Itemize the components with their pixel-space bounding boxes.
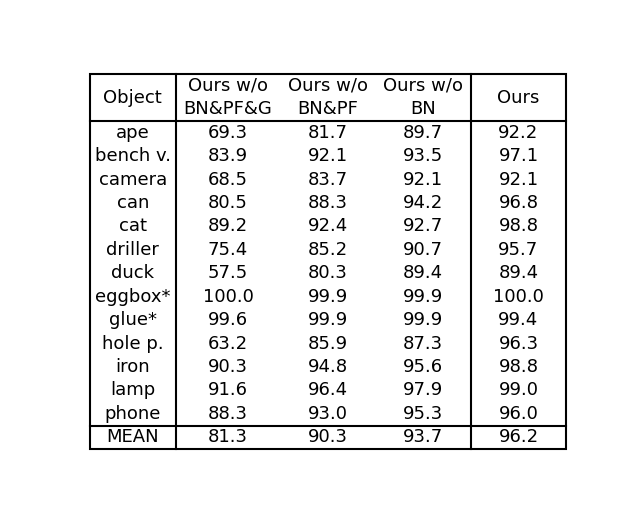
Text: Ours: Ours [497, 89, 540, 107]
Text: 80.3: 80.3 [308, 264, 348, 282]
Text: glue*: glue* [109, 311, 157, 329]
Text: iron: iron [115, 358, 150, 376]
Text: 75.4: 75.4 [208, 241, 248, 259]
Text: 90.7: 90.7 [403, 241, 444, 259]
Text: 99.6: 99.6 [208, 311, 248, 329]
Text: MEAN: MEAN [106, 428, 159, 447]
Text: 99.9: 99.9 [308, 311, 348, 329]
Text: 90.3: 90.3 [308, 428, 348, 447]
Text: 92.1: 92.1 [403, 170, 444, 189]
Text: 99.9: 99.9 [403, 287, 444, 306]
Text: 93.7: 93.7 [403, 428, 444, 447]
Text: 91.6: 91.6 [208, 381, 248, 399]
Text: Ours w/o
BN: Ours w/o BN [383, 77, 463, 118]
Text: 99.0: 99.0 [499, 381, 538, 399]
Text: 92.1: 92.1 [499, 170, 538, 189]
Text: 85.9: 85.9 [308, 335, 348, 353]
Text: 96.3: 96.3 [499, 335, 538, 353]
Text: 88.3: 88.3 [208, 405, 248, 423]
Text: 96.4: 96.4 [308, 381, 348, 399]
Text: 90.3: 90.3 [208, 358, 248, 376]
Text: 81.3: 81.3 [208, 428, 248, 447]
Text: Ours w/o
BN&PF: Ours w/o BN&PF [288, 77, 368, 118]
Text: 81.7: 81.7 [308, 124, 348, 142]
Text: camera: camera [99, 170, 167, 189]
Text: hole p.: hole p. [102, 335, 164, 353]
Text: 100.0: 100.0 [493, 287, 544, 306]
Text: phone: phone [104, 405, 161, 423]
Text: 57.5: 57.5 [208, 264, 248, 282]
Text: 92.1: 92.1 [308, 147, 348, 165]
Text: 68.5: 68.5 [208, 170, 248, 189]
Text: 95.6: 95.6 [403, 358, 444, 376]
Text: 96.0: 96.0 [499, 405, 538, 423]
Text: ape: ape [116, 124, 150, 142]
Text: 89.2: 89.2 [208, 218, 248, 236]
Text: 80.5: 80.5 [208, 194, 248, 212]
Text: duck: duck [111, 264, 154, 282]
Text: 96.8: 96.8 [499, 194, 538, 212]
Text: 92.2: 92.2 [499, 124, 539, 142]
Text: 89.7: 89.7 [403, 124, 444, 142]
Text: 92.4: 92.4 [308, 218, 348, 236]
Text: bench v.: bench v. [95, 147, 171, 165]
Text: 93.5: 93.5 [403, 147, 444, 165]
Text: driller: driller [106, 241, 159, 259]
Text: cat: cat [119, 218, 147, 236]
Text: 99.9: 99.9 [308, 287, 348, 306]
Text: lamp: lamp [110, 381, 156, 399]
Text: 83.7: 83.7 [308, 170, 348, 189]
Text: Object: Object [104, 89, 162, 107]
Text: 97.9: 97.9 [403, 381, 444, 399]
Text: can: can [116, 194, 149, 212]
Text: 85.2: 85.2 [308, 241, 348, 259]
Text: 87.3: 87.3 [403, 335, 444, 353]
Text: 95.3: 95.3 [403, 405, 444, 423]
Text: Ours w/o
BN&PF&G: Ours w/o BN&PF&G [184, 77, 273, 118]
Text: 92.7: 92.7 [403, 218, 444, 236]
Text: 96.2: 96.2 [499, 428, 538, 447]
Text: 89.4: 89.4 [403, 264, 444, 282]
Text: 88.3: 88.3 [308, 194, 348, 212]
Text: eggbox*: eggbox* [95, 287, 170, 306]
Text: 93.0: 93.0 [308, 405, 348, 423]
Text: 94.8: 94.8 [308, 358, 348, 376]
Text: 98.8: 98.8 [499, 358, 538, 376]
Text: 83.9: 83.9 [208, 147, 248, 165]
Text: 99.4: 99.4 [499, 311, 539, 329]
Text: 63.2: 63.2 [208, 335, 248, 353]
Text: 99.9: 99.9 [403, 311, 444, 329]
Text: 89.4: 89.4 [499, 264, 538, 282]
Text: 100.0: 100.0 [203, 287, 253, 306]
Text: 69.3: 69.3 [208, 124, 248, 142]
Text: 97.1: 97.1 [499, 147, 538, 165]
Text: 94.2: 94.2 [403, 194, 444, 212]
Text: 95.7: 95.7 [499, 241, 539, 259]
Text: 98.8: 98.8 [499, 218, 538, 236]
